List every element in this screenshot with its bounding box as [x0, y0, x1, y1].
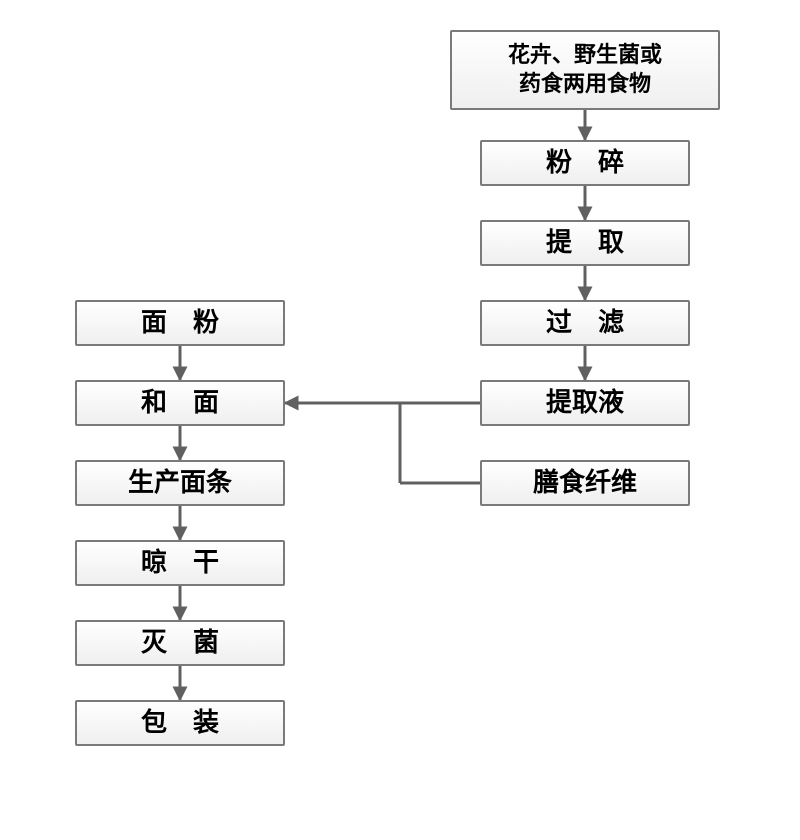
- node-extract: 提 取: [480, 220, 690, 266]
- node-liquid: 提取液: [480, 380, 690, 426]
- node-pack: 包 装: [75, 700, 285, 746]
- node-filter: 过 滤: [480, 300, 690, 346]
- node-mix: 和 面: [75, 380, 285, 426]
- node-dry: 晾 干: [75, 540, 285, 586]
- node-fiber: 膳食纤维: [480, 460, 690, 506]
- node-crush: 粉 碎: [480, 140, 690, 186]
- node-flour: 面 粉: [75, 300, 285, 346]
- flowchart-canvas: 花卉、野生菌或 药食两用食物粉 碎提 取过 滤提取液膳食纤维 面 粉和 面生产面条…: [0, 0, 800, 840]
- node-raw: 花卉、野生菌或 药食两用食物: [450, 30, 720, 110]
- node-sterile: 灭 菌: [75, 620, 285, 666]
- node-produce: 生产面条: [75, 460, 285, 506]
